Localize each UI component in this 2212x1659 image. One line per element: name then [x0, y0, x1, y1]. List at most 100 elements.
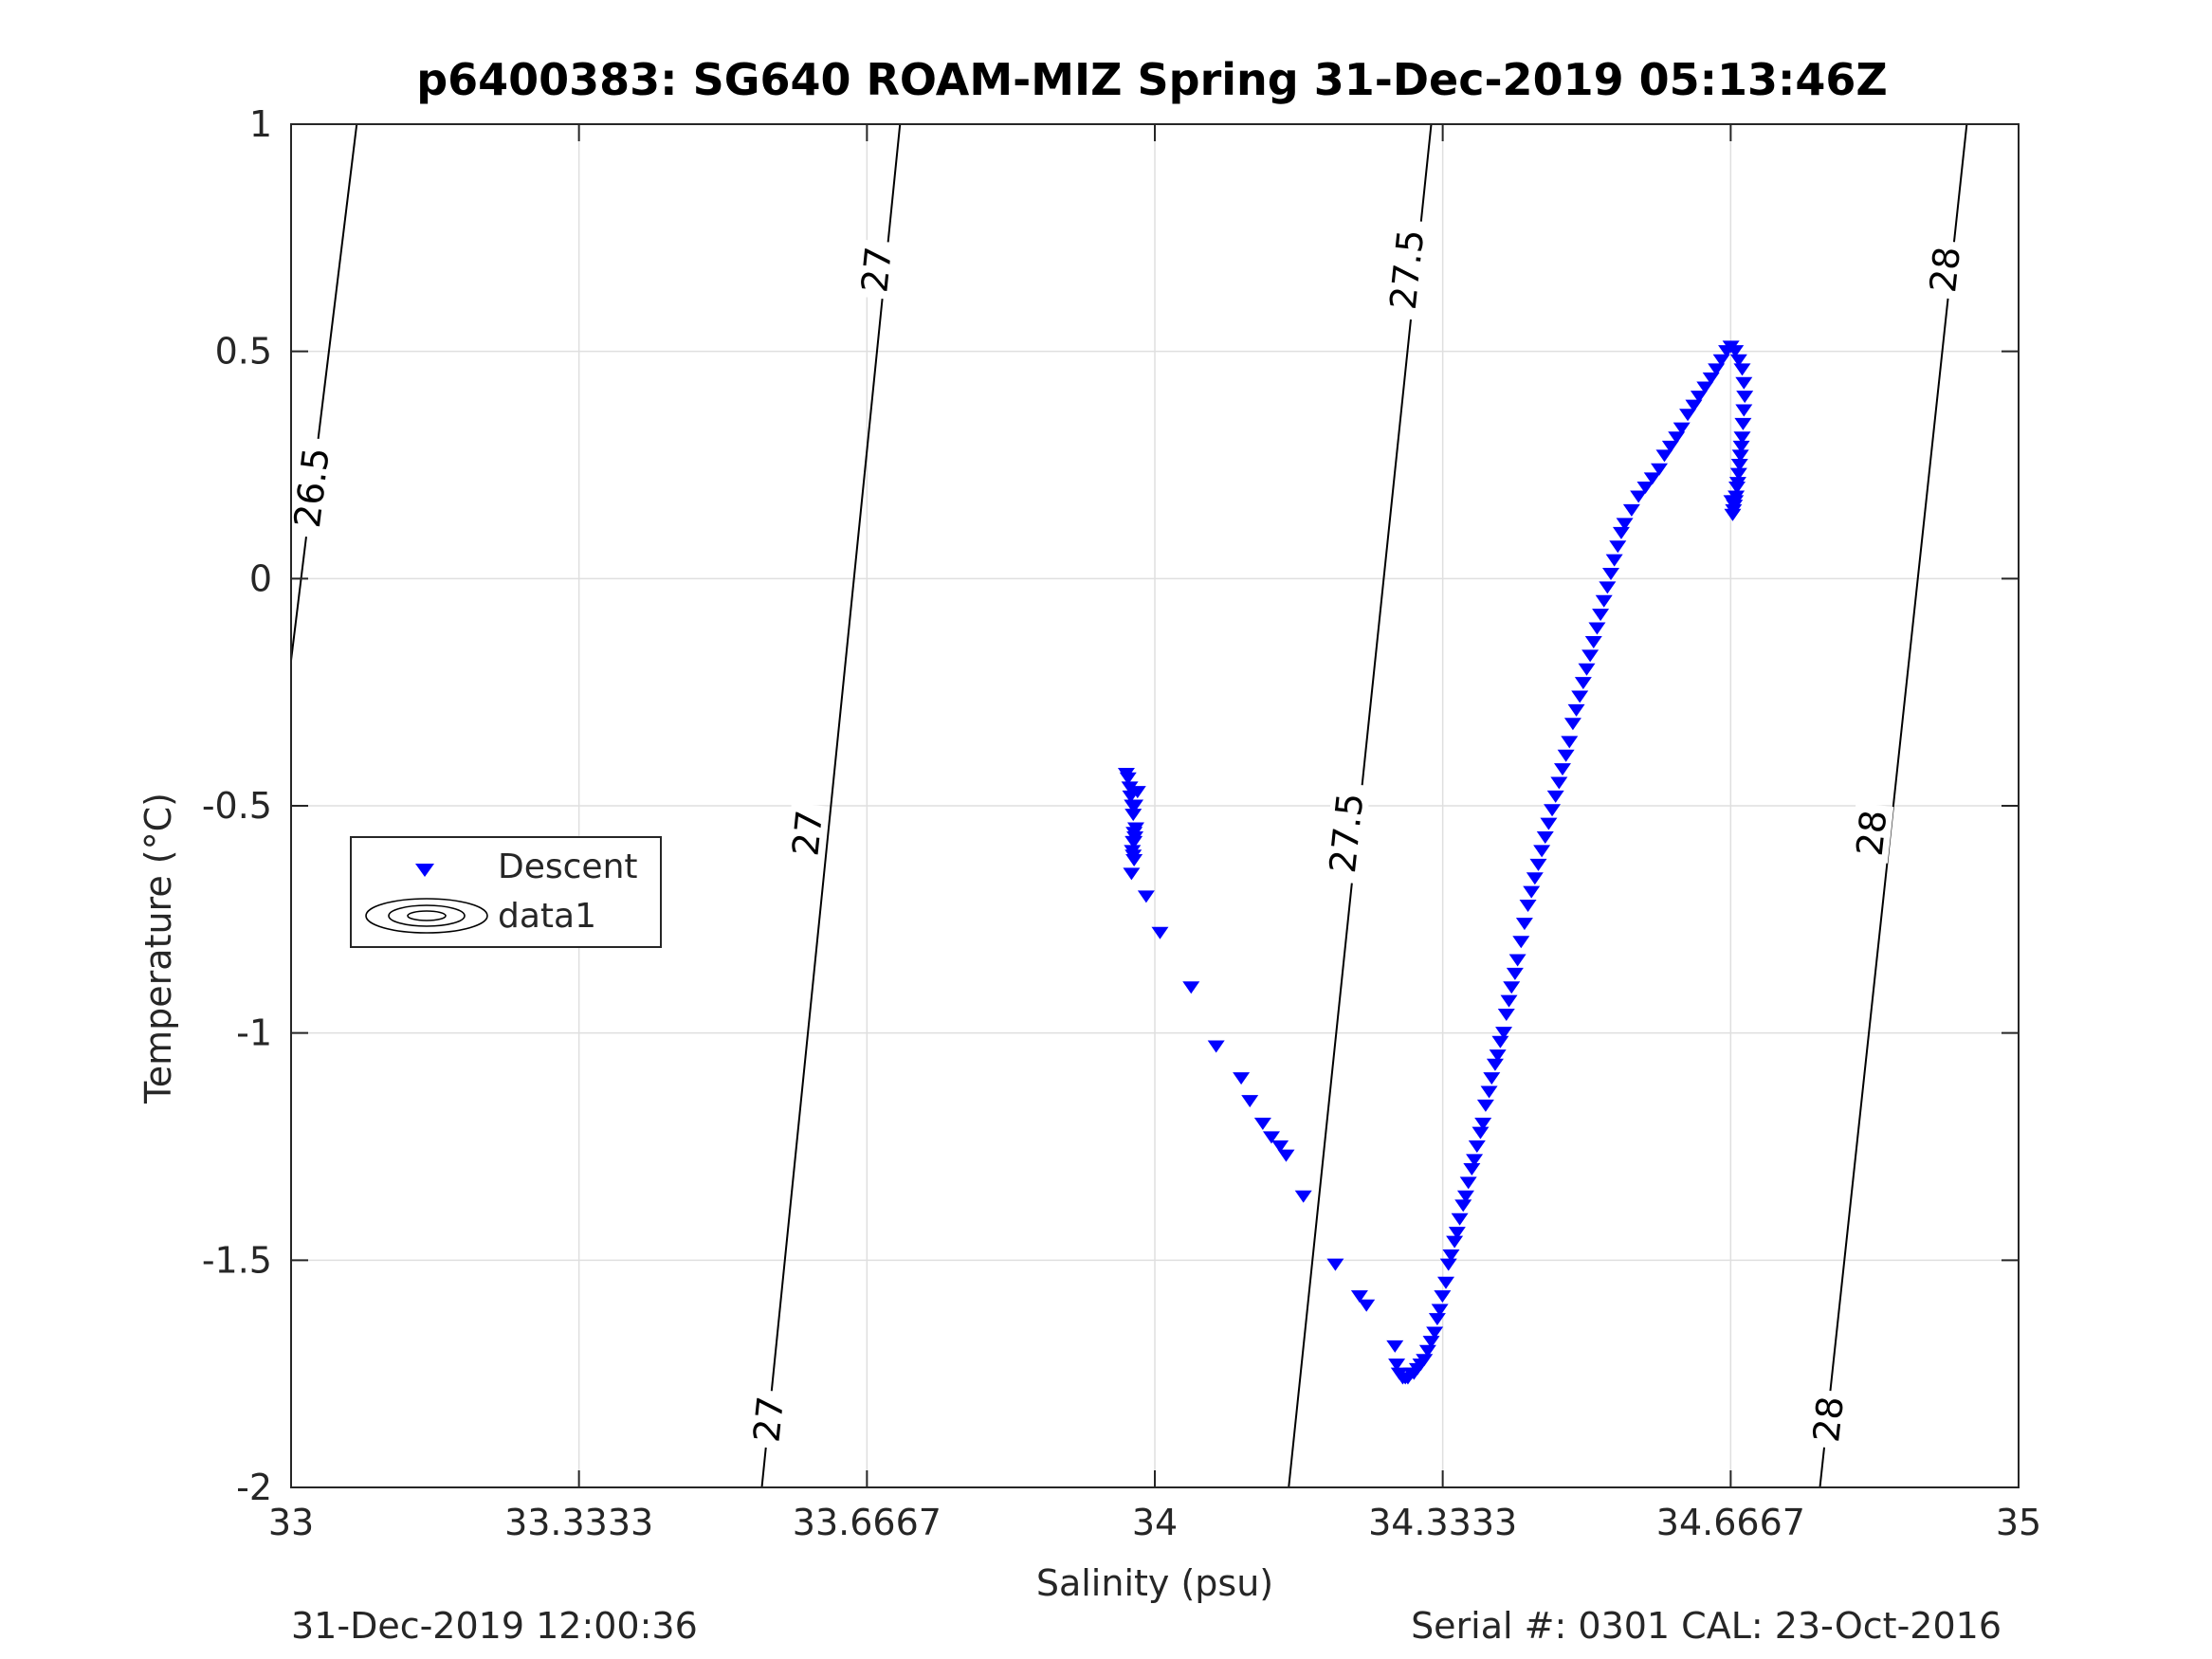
axis-ticks: 33 33.3333 33.6667 34 34.3333 34.6667 35 1 0.5 0 -… — [202, 103, 2041, 1543]
descent-point — [1241, 1095, 1259, 1108]
descent-point — [1668, 431, 1686, 445]
contour-label-gap — [785, 802, 830, 864]
descent-point — [1294, 1190, 1312, 1203]
descent-point — [1661, 440, 1679, 453]
contour-label-text: 28 — [1805, 1395, 1852, 1445]
descent-point — [1508, 954, 1526, 967]
descent-point — [1121, 781, 1139, 794]
contour-label-27.5: 27.5 — [1382, 218, 1433, 321]
contour-label-text: 27.5 — [1382, 228, 1433, 312]
descent-point — [1439, 1258, 1457, 1271]
x-axis-label: Salinity (psu) — [1036, 1562, 1273, 1604]
descent-point — [1519, 899, 1537, 912]
descent-point — [1500, 994, 1518, 1008]
descent-point — [1233, 1072, 1251, 1085]
descent-point — [1592, 609, 1610, 622]
descent-point — [1472, 1126, 1490, 1139]
descent-point — [1262, 1131, 1280, 1144]
descent-point — [1476, 1099, 1494, 1112]
descent-point — [1422, 1336, 1440, 1349]
descent-point — [1416, 1354, 1434, 1367]
descent-point — [1434, 1290, 1452, 1304]
descent-point — [1685, 399, 1703, 412]
contour-label-26.5: 26.5 — [286, 436, 338, 539]
descent-point — [1526, 872, 1544, 885]
y-axis-label: Temperature (°C) — [137, 793, 179, 1104]
descent-point — [1724, 508, 1742, 521]
contour-label-27: 27 — [745, 1389, 792, 1449]
descent-point — [1609, 540, 1627, 554]
descent-point — [1553, 763, 1571, 776]
contour-label-27: 27 — [784, 802, 831, 864]
descent-point — [1151, 926, 1169, 939]
contour-label-gap — [1806, 1389, 1851, 1450]
legend-descent-marker-icon — [415, 864, 434, 877]
descent-point — [1442, 1249, 1460, 1263]
chart-title: p6400383: SG640 ROAM-MIZ Spring 31-Dec-2… — [416, 54, 1888, 105]
descent-point — [1486, 1058, 1504, 1071]
legend-box — [350, 836, 662, 948]
contour-label-text: 27 — [784, 808, 831, 858]
descent-point — [1536, 831, 1554, 845]
contour-label-28: 28 — [1849, 802, 1895, 864]
descent-point — [1729, 354, 1747, 367]
x-tick-label: 34.6667 — [1656, 1502, 1805, 1543]
descent-point — [1636, 481, 1654, 494]
descent-point — [1428, 1313, 1446, 1326]
x-tick-label: 35 — [1996, 1502, 2041, 1543]
descent-point — [1529, 858, 1547, 871]
contour-label-27.5: 27.5 — [1322, 781, 1372, 884]
descent-point — [1546, 790, 1564, 803]
descent-point — [1358, 1299, 1376, 1312]
footer-serial-cal: Serial #: 0301 CAL: 23-Oct-2016 — [1411, 1605, 2002, 1647]
descent-point — [1544, 804, 1562, 817]
descent-point — [1523, 885, 1541, 899]
descent-point — [1702, 372, 1720, 385]
descent-point — [1491, 1035, 1509, 1048]
descent-point — [1729, 467, 1747, 481]
y-tick-label: -1 — [236, 1012, 272, 1054]
descent-point — [1708, 363, 1726, 376]
contour-label-text: 28 — [1922, 245, 1968, 295]
descent-point — [1495, 1027, 1513, 1040]
density-contour-27 — [760, 123, 902, 1488]
descent-point — [1448, 1227, 1466, 1240]
descent-point — [1550, 776, 1568, 790]
descent-point — [1588, 622, 1606, 635]
descent-point — [1446, 1235, 1464, 1249]
descent-point — [1506, 967, 1524, 980]
descent-point — [1125, 835, 1143, 848]
descent-point — [1207, 1040, 1225, 1053]
contour-label-gap — [1322, 781, 1371, 884]
descent-point — [1503, 981, 1521, 994]
descent-point — [1277, 1149, 1295, 1162]
descent-point — [1426, 1326, 1444, 1340]
descent-point — [1456, 1190, 1474, 1203]
descent-point — [1124, 849, 1143, 863]
y-tick-label: -0.5 — [202, 785, 272, 827]
descent-point — [1690, 391, 1708, 404]
descent-point — [1468, 1140, 1486, 1153]
density-contours — [290, 123, 1968, 1488]
descent-point — [1616, 518, 1634, 531]
density-contour-28 — [1819, 123, 1968, 1488]
descent-point — [1651, 463, 1669, 476]
descent-point — [1735, 376, 1753, 390]
descent-point — [1557, 749, 1575, 762]
legend-descent-label: Descent — [498, 848, 638, 886]
contour-label-gap — [1382, 218, 1432, 321]
plot-area: 26.5 27 27 27 27.5 27.5 28 28 28 33 33.3333 33.666… — [202, 103, 2041, 1543]
y-tick-label: 1 — [249, 103, 272, 145]
descent-point — [1451, 1212, 1469, 1226]
descent-point — [1727, 345, 1745, 358]
descent-point — [1571, 690, 1589, 703]
descent-point — [1735, 404, 1753, 417]
descent-point — [1533, 845, 1551, 858]
contour-label-gap — [1923, 239, 1967, 301]
descent-point — [1431, 1304, 1449, 1317]
descent-point — [1454, 1199, 1472, 1212]
descent-point — [1696, 381, 1714, 394]
descent-point — [1123, 867, 1141, 881]
descent-point — [1540, 817, 1558, 830]
